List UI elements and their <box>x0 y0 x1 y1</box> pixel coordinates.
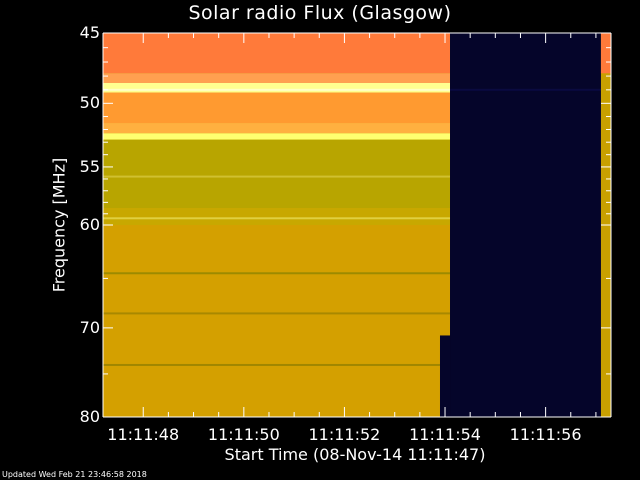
frequency-line <box>103 312 451 315</box>
y-tick-label: 55 <box>79 156 100 176</box>
frequency-band <box>103 133 451 140</box>
gap-line <box>450 88 601 91</box>
chart-title: Solar radio Flux (Glasgow) <box>188 2 452 24</box>
y-tick-label: 60 <box>79 215 100 234</box>
y-tick-label: 70 <box>79 317 100 337</box>
frequency-line <box>103 175 451 178</box>
x-tick-label: 11:11:54 <box>409 425 481 444</box>
frequency-band <box>103 33 451 74</box>
frequency-band <box>103 123 451 134</box>
frequency-line <box>103 88 451 91</box>
frequency-band <box>103 225 451 417</box>
y-tick-label: 50 <box>79 93 100 113</box>
frequency-line <box>103 217 451 220</box>
y-tick-label: 80 <box>79 407 100 426</box>
frequency-line <box>103 363 440 366</box>
frequency-band <box>103 208 451 225</box>
data-gap-region <box>439 335 451 417</box>
frequency-band <box>103 82 451 93</box>
x-tick-label: 11:11:52 <box>308 425 381 444</box>
y-tick-label: 45 <box>79 23 100 42</box>
resumed-data-strip <box>600 33 611 74</box>
updated-timestamp: Updated Wed Feb 21 23:46:58 2018 <box>2 470 147 479</box>
x-tick-label: 11:11:48 <box>107 425 180 444</box>
frequency-band <box>103 92 451 124</box>
x-tick-label: 11:11:56 <box>509 425 582 444</box>
frequency-line <box>103 272 451 275</box>
x-axis-label: Start Time (08-Nov-14 11:11:47) <box>224 445 486 464</box>
data-gap-region <box>450 33 601 417</box>
x-tick-label: 11:11:50 <box>207 425 280 444</box>
frequency-band <box>103 73 451 83</box>
frequency-band <box>103 139 451 209</box>
